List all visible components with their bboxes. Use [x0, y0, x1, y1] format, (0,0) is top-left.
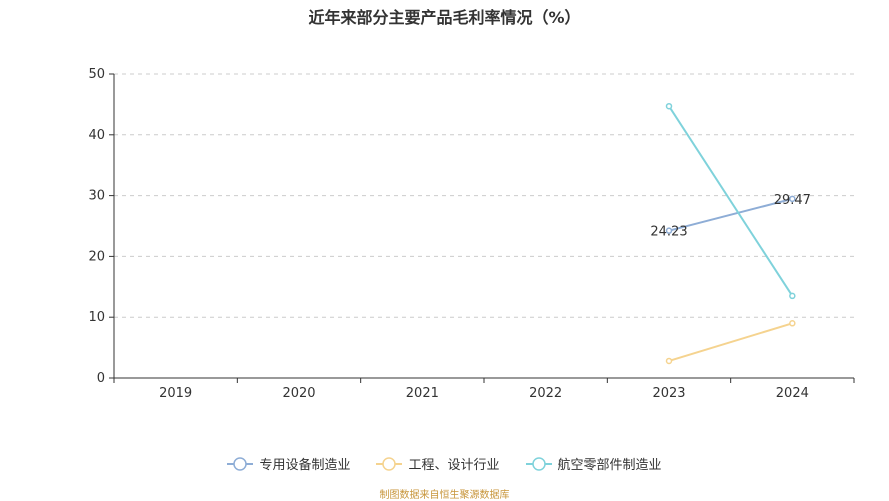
chart-title: 近年来部分主要产品毛利率情况（%）	[308, 8, 581, 27]
data-point	[789, 292, 796, 300]
series-line-2	[668, 105, 794, 297]
y-tick-label: 0	[97, 371, 105, 386]
series-line-0	[668, 197, 793, 232]
legend-item[interactable]: 航空零部件制造业	[525, 454, 662, 473]
legend-marker-icon	[376, 456, 403, 471]
y-tick-label: 20	[88, 249, 105, 264]
data-point	[665, 102, 673, 110]
data-point	[665, 357, 673, 365]
x-tick-label: 2024	[776, 386, 809, 401]
legend-marker-icon	[525, 456, 552, 471]
data-point	[789, 320, 796, 327]
y-tick-label: 40	[88, 128, 105, 143]
line-chart: 0 10 20 30 40 50 2019 2020 2021 2022 2023 2024 24.23…	[88, 67, 855, 401]
series-line-1	[668, 322, 793, 362]
x-tick-label: 2021	[406, 386, 439, 401]
x-tick-label: 2023	[652, 386, 685, 401]
legend: 专用设备制造业 工程、设计行业 航空零部件制造业	[0, 454, 889, 473]
source-note: 制图数据来自恒生聚源数据库	[379, 490, 510, 501]
data-point	[789, 195, 796, 203]
legend-marker-icon	[227, 456, 254, 471]
y-tick-label: 10	[88, 310, 105, 325]
legend-label: 工程、设计行业	[408, 458, 500, 473]
x-tick-label: 2022	[529, 386, 562, 401]
x-tick-label: 2020	[282, 386, 315, 401]
legend-label: 专用设备制造业	[259, 458, 351, 473]
legend-item[interactable]: 专用设备制造业	[227, 454, 350, 473]
data-point	[665, 227, 673, 234]
data-label: 29.47	[774, 193, 811, 208]
x-tick-label: 2019	[159, 386, 192, 401]
legend-item[interactable]: 工程、设计行业	[376, 454, 500, 473]
y-tick-label: 30	[88, 189, 105, 204]
data-label: 24.23	[650, 225, 687, 240]
y-tick-label: 50	[88, 67, 105, 82]
legend-label: 航空零部件制造业	[557, 458, 662, 473]
